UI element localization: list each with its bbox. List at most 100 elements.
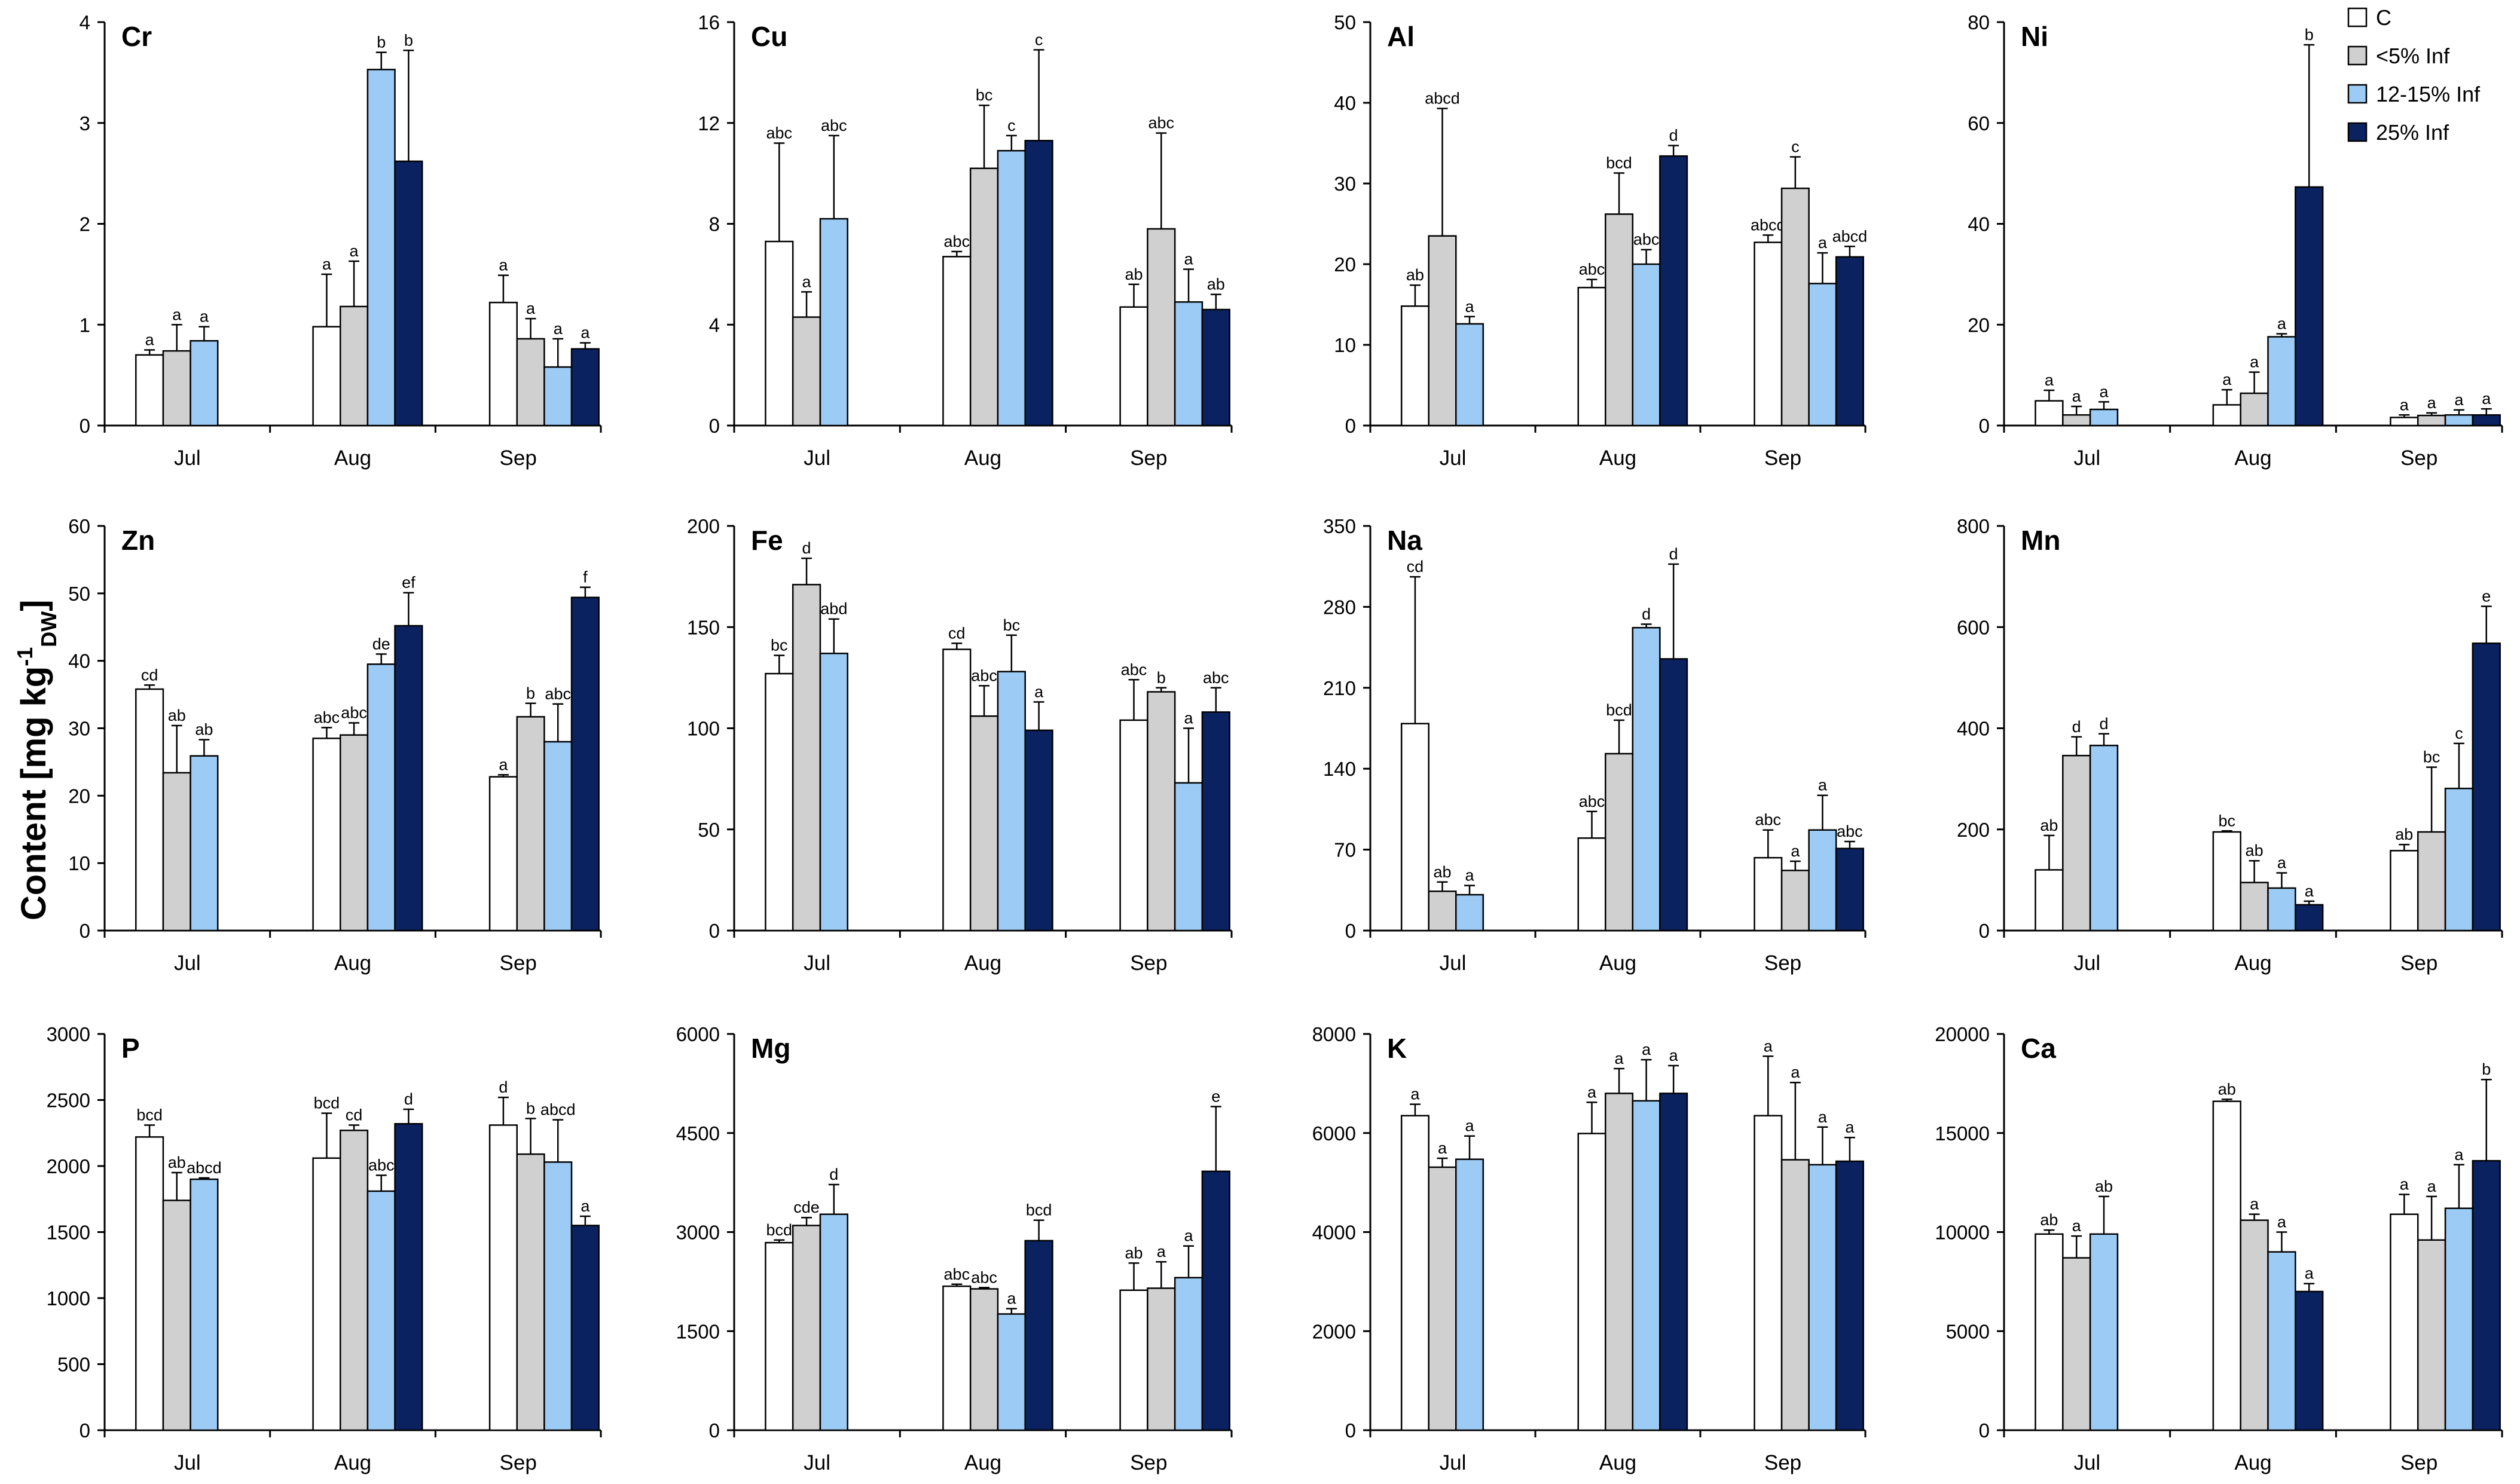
bar-p-jul-s0	[135, 1136, 164, 1431]
y-tick-label: 350	[1323, 515, 1356, 537]
bar-k-jul-s2	[1455, 1158, 1484, 1431]
significance-letter: a	[200, 308, 209, 326]
significance-letter: a	[1764, 1037, 1773, 1055]
bar-cr-jul-s2	[190, 340, 219, 427]
y-tick-label: 70	[1334, 839, 1356, 861]
significance-letter: bc	[1003, 616, 1021, 634]
significance-letter: a	[1184, 1227, 1194, 1245]
y-tick-label: 0	[709, 415, 720, 437]
significance-letter: abc	[821, 117, 847, 134]
bar-zn-sep-s3	[570, 596, 600, 932]
significance-letter: ab	[2218, 1080, 2236, 1098]
bar-fe-aug-s3	[1024, 729, 1053, 932]
significance-letter: a	[350, 242, 359, 260]
significance-letter: a	[1615, 1049, 1624, 1067]
y-tick-label: 3000	[676, 1222, 720, 1244]
significance-letter: abcd	[1832, 227, 1868, 245]
significance-letter: ab	[195, 721, 213, 739]
x-category-label: Jul	[1440, 446, 1467, 470]
bar-mn-aug-s3	[2295, 904, 2324, 932]
bar-cu-sep-s0	[1119, 306, 1148, 427]
significance-letter: a	[1438, 1139, 1447, 1157]
significance-letter: bc	[976, 86, 993, 104]
significance-letter: a	[1184, 250, 1194, 268]
bar-ni-aug-s0	[2212, 404, 2241, 427]
y-tick-label: 60	[68, 515, 90, 537]
significance-letter: a	[1791, 1063, 1800, 1081]
y-tick-label: 4500	[676, 1122, 720, 1145]
significance-letter: abc	[971, 666, 997, 684]
significance-letter: e	[1211, 1088, 1220, 1106]
significance-letter: a	[1034, 683, 1044, 700]
y-tick-label: 0	[1345, 415, 1356, 437]
significance-letter: bcd	[766, 1221, 793, 1239]
panel-title: P	[121, 1033, 140, 1064]
x-category-label: Sep	[2400, 1451, 2437, 1474]
bar-cu-sep-s2	[1174, 301, 1204, 427]
y-tick-label: 2000	[47, 1155, 90, 1177]
bar-k-sep-s0	[1754, 1115, 1783, 1431]
y-tick-label: 12	[698, 112, 720, 134]
significance-letter: d	[1669, 127, 1678, 145]
y-tick-label: 4	[709, 314, 720, 336]
bar-mn-sep-s3	[2472, 642, 2501, 932]
significance-letter: a	[2045, 371, 2054, 389]
bar-ca-sep-s3	[2472, 1159, 2501, 1431]
y-tick-label: 2000	[1312, 1320, 1356, 1342]
bar-ni-sep-s3	[2472, 414, 2501, 427]
significance-letter: a	[1157, 1243, 1166, 1260]
y-tick-label: 600	[1957, 616, 1990, 638]
bar-na-aug-s0	[1577, 837, 1606, 932]
bar-zn-aug-s3	[394, 625, 423, 932]
significance-letter: bcd	[1026, 1201, 1052, 1219]
significance-letter: abc	[944, 1265, 970, 1283]
panel-title: Zn	[121, 525, 155, 556]
bar-cr-sep-s1	[516, 338, 545, 427]
y-tick-label: 50	[1334, 11, 1356, 33]
legend: C <5% Inf 12-15% Inf 25% Inf	[2347, 5, 2481, 145]
y-tick-label: 0	[80, 920, 90, 942]
x-category-label: Sep	[2400, 446, 2437, 470]
y-axis-main-label: Content [mg kg-1DW]	[13, 599, 61, 920]
significance-letter: abc	[1121, 660, 1147, 678]
bar-ca-aug-s3	[2295, 1290, 2324, 1431]
y-tick-label: 1	[80, 314, 90, 336]
bar-ca-aug-s2	[2267, 1251, 2296, 1431]
bar-mn-jul-s2	[2089, 745, 2119, 932]
bar-mg-jul-s1	[792, 1225, 821, 1431]
bar-na-jul-s2	[1455, 894, 1484, 932]
bar-k-aug-s1	[1605, 1093, 1634, 1431]
panel-title: Al	[1387, 21, 1415, 52]
significance-letter: a	[2305, 1265, 2314, 1283]
significance-letter: abc	[314, 708, 340, 726]
y-tick-label: 4000	[1312, 1222, 1356, 1244]
y-tick-label: 2500	[47, 1090, 90, 1112]
significance-letter: a	[2454, 1146, 2464, 1164]
bar-al-sep-s2	[1808, 283, 1837, 427]
bar-ni-aug-s2	[2267, 336, 2296, 427]
x-category-label: Aug	[334, 951, 371, 975]
significance-letter: bc	[2219, 812, 2236, 830]
x-category-label: Aug	[1599, 951, 1636, 975]
bar-cr-aug-s0	[312, 326, 341, 427]
legend-swatch	[2347, 122, 2368, 142]
y-tick-label: 10000	[1935, 1222, 1990, 1244]
significance-letter: abc	[341, 703, 367, 721]
x-category-label: Sep	[1130, 446, 1167, 470]
significance-letter: cde	[793, 1198, 820, 1216]
significance-letter: a	[2100, 383, 2109, 400]
y-tick-label: 210	[1323, 677, 1356, 699]
significance-letter: a	[1791, 842, 1800, 860]
bar-k-sep-s2	[1808, 1164, 1837, 1431]
bar-mg-aug-s0	[942, 1285, 972, 1431]
bar-cu-aug-s2	[997, 149, 1026, 427]
x-category-label: Aug	[2234, 446, 2271, 470]
x-category-label: Sep	[1130, 951, 1167, 975]
y-tick-label: 280	[1323, 596, 1356, 618]
y-tick-label: 6000	[1312, 1122, 1356, 1145]
bar-cr-jul-s0	[135, 354, 164, 427]
y-tick-label: 0	[1979, 1419, 1990, 1442]
bar-mg-aug-s2	[997, 1313, 1026, 1431]
